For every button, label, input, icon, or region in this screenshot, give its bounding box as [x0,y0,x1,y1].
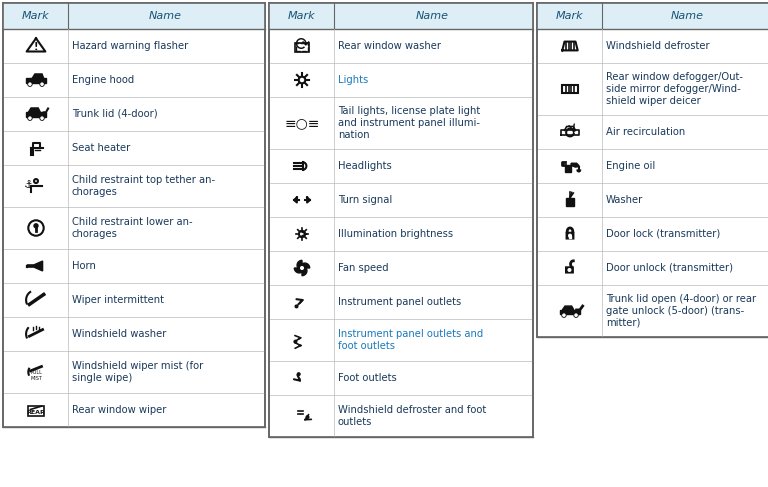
Text: Rear window washer: Rear window washer [338,41,441,51]
Bar [296,43,308,51]
Polygon shape [26,265,27,267]
Text: Wiper intermittent: Wiper intermittent [72,295,164,305]
Text: Door lock (transmitter): Door lock (transmitter) [606,229,720,239]
Circle shape [301,267,303,269]
Text: Headlights: Headlights [338,161,392,171]
Circle shape [43,294,45,296]
Circle shape [575,314,577,316]
Text: Fan speed: Fan speed [338,263,389,273]
Text: Name: Name [670,11,703,21]
Polygon shape [569,236,571,238]
Text: Lights: Lights [338,75,368,85]
Text: Trunk lid open (4-door) or rear
gate unlock (5-door) (trans-
mitter): Trunk lid open (4-door) or rear gate unl… [606,295,756,328]
Text: ⚓: ⚓ [25,180,35,190]
Polygon shape [301,263,310,268]
Text: Child restraint lower an-
chorages: Child restraint lower an- chorages [72,217,193,239]
Bar [296,43,309,52]
Circle shape [295,305,298,308]
Bar [3,3,265,427]
Bar [537,3,768,29]
Circle shape [563,314,565,316]
Text: Seat heater: Seat heater [72,143,131,153]
Polygon shape [302,267,307,276]
Bar [296,43,308,51]
Circle shape [574,313,578,317]
Text: Washer: Washer [606,195,644,205]
Circle shape [41,83,43,85]
Text: Horn: Horn [72,261,96,271]
Polygon shape [294,268,303,273]
Text: Instrument panel outlets and
foot outlets: Instrument panel outlets and foot outlet… [338,329,483,351]
Circle shape [29,117,31,119]
Text: Windshield defroster: Windshield defroster [606,41,710,51]
Circle shape [40,116,44,120]
Text: Foot outlets: Foot outlets [338,373,397,383]
Circle shape [28,116,32,120]
Polygon shape [562,306,574,310]
Circle shape [568,269,571,271]
Bar [562,85,578,94]
Circle shape [40,82,44,86]
Circle shape [34,224,38,228]
Polygon shape [560,310,580,314]
Circle shape [41,117,43,119]
Text: Engine hood: Engine hood [72,75,134,85]
Text: Air recirculation: Air recirculation [606,127,685,137]
Text: ≡○≡: ≡○≡ [284,116,319,130]
Text: Mark: Mark [22,11,50,21]
Text: Rear window defogger/Out-
side mirror defogger/Wind-
shield wiper deicer: Rear window defogger/Out- side mirror de… [606,73,743,106]
Polygon shape [566,198,574,206]
FancyBboxPatch shape [565,232,574,240]
Text: Hazard warning flasher: Hazard warning flasher [72,41,188,51]
Circle shape [306,416,309,418]
Text: Name: Name [148,11,181,21]
Text: Tail lights, license plate light
and instrument panel illumi-
nation: Tail lights, license plate light and ins… [338,106,480,140]
Bar [296,43,308,51]
Text: Door unlock (transmitter): Door unlock (transmitter) [606,263,733,273]
Circle shape [294,340,296,343]
Text: PULL
MIST: PULL MIST [30,371,42,381]
Polygon shape [32,74,44,78]
Bar [269,3,533,29]
Text: !: ! [34,42,38,52]
Text: Instrument panel outlets: Instrument panel outlets [338,297,462,307]
Bar [3,3,265,29]
Text: Illumination brightness: Illumination brightness [338,229,453,239]
Text: Windshield washer: Windshield washer [72,329,167,339]
Text: Name: Name [415,11,449,21]
Polygon shape [564,165,571,171]
Bar [269,3,533,437]
Polygon shape [28,108,41,112]
Polygon shape [26,112,46,117]
Bar [537,3,768,337]
Text: Engine oil: Engine oil [606,161,655,171]
Text: ⟳: ⟳ [294,36,310,54]
Text: Mark: Mark [556,11,584,21]
Bar [28,406,45,415]
Circle shape [297,373,300,375]
Text: Turn signal: Turn signal [338,195,392,205]
Polygon shape [571,163,579,167]
Circle shape [562,313,566,317]
Text: Windshield wiper mist (for
single wipe): Windshield wiper mist (for single wipe) [72,361,204,383]
Bar [296,43,308,51]
Text: Windshield defroster and foot
outlets: Windshield defroster and foot outlets [338,405,486,427]
Polygon shape [26,78,46,83]
FancyBboxPatch shape [565,266,574,274]
Polygon shape [27,261,42,271]
Circle shape [29,83,31,85]
Text: Mark: Mark [288,11,316,21]
Circle shape [28,82,32,86]
Circle shape [568,234,571,237]
Polygon shape [297,260,302,269]
Text: Child restraint top tether an-
chorages: Child restraint top tether an- chorages [72,175,215,197]
Text: REAR: REAR [27,410,45,415]
Text: Trunk lid (4-door): Trunk lid (4-door) [72,109,157,119]
Text: Rear window wiper: Rear window wiper [72,405,167,415]
